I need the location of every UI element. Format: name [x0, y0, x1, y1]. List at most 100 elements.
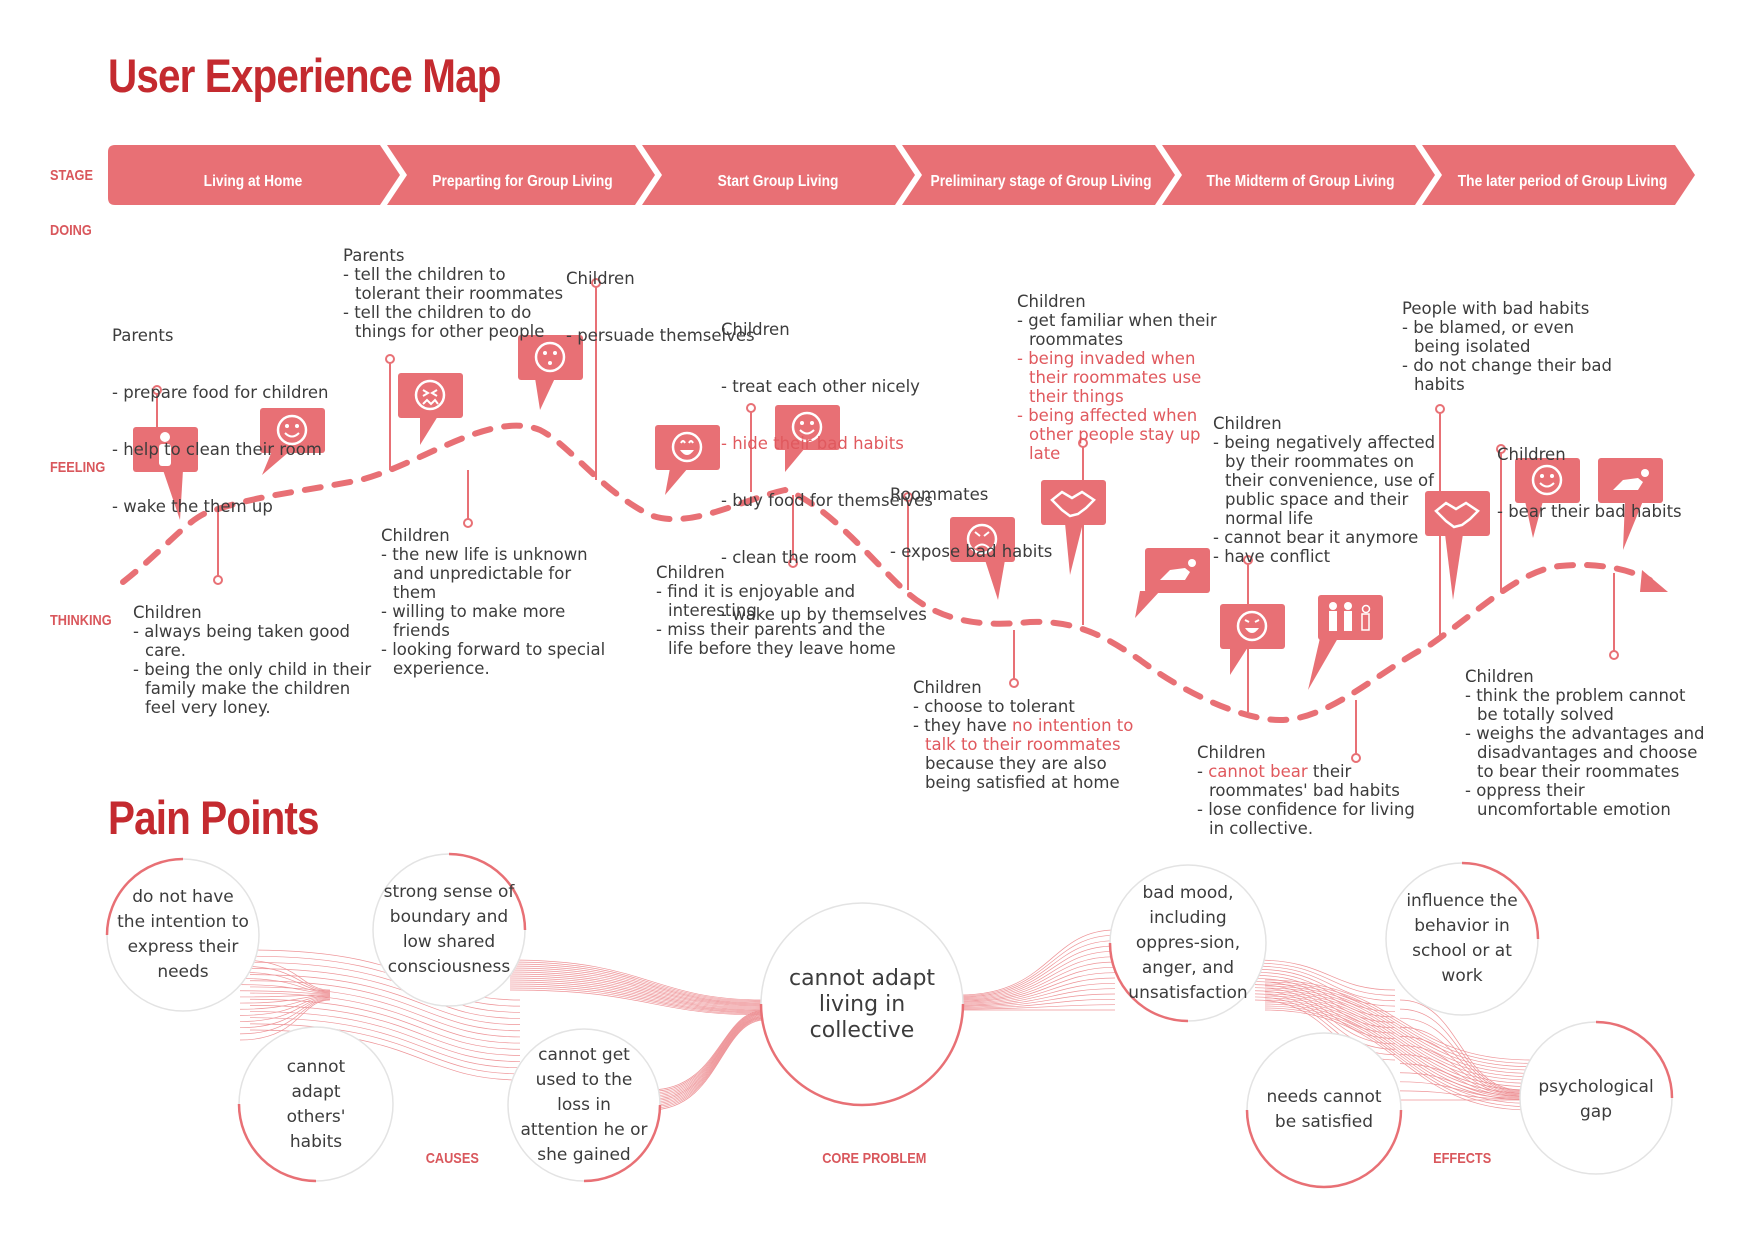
connector-line	[1254, 965, 1396, 1002]
note-item: - get familiar when their roommates	[1017, 311, 1217, 349]
connector-line	[959, 966, 1116, 1003]
note-pre-thinking: Children - choose to tolerant - they hav…	[913, 678, 1153, 792]
connector-line	[249, 1011, 521, 1062]
connector-line	[509, 977, 766, 1010]
connector-line	[509, 971, 766, 1007]
note-head: Parents	[343, 246, 405, 265]
note-item: - do not change their bad habits	[1402, 356, 1612, 394]
connector-line	[1264, 989, 1531, 1078]
laughing-face-icon	[1220, 604, 1285, 675]
row-label-feeling: FEELING	[50, 459, 106, 476]
note-item: - help to clean their room	[112, 440, 322, 459]
stage-label-3: Start Group Living	[717, 173, 839, 190]
stage-chevron-5	[1162, 145, 1435, 205]
note-item: - willing to make more friends	[381, 602, 566, 640]
connector-line	[1264, 981, 1531, 1064]
kneeling-person-icon	[1135, 548, 1210, 618]
connector-line	[1264, 1007, 1531, 1108]
note-item-highlight: - being invaded when their roommates use…	[1017, 349, 1202, 406]
connector-line	[249, 974, 521, 1025]
stage-chevron-1	[108, 145, 400, 205]
note-item: - they have no intention to talk to thei…	[913, 716, 1153, 792]
note-item-highlight: - hide their bad habits	[721, 434, 904, 453]
connector-line	[239, 999, 331, 1041]
connector-line	[1264, 985, 1531, 1071]
connector-line	[249, 1017, 521, 1069]
kneeling-person-icon-2	[1598, 458, 1663, 550]
connector-line	[649, 1010, 766, 1092]
connector-line	[239, 997, 331, 1022]
connector-line	[509, 975, 766, 1009]
connector-line	[239, 990, 331, 995]
curve-arrowhead	[1640, 570, 1668, 592]
note-item: - the new life is unknown and unpredicta…	[381, 545, 588, 602]
connector-line	[959, 998, 1116, 1009]
smile-face-icon-3	[1515, 458, 1580, 538]
connector-line	[1254, 959, 1396, 991]
note-start-doing-2: Children - treat each other nicely - hid…	[721, 282, 933, 662]
note-item: - miss their parents and the life before…	[656, 620, 896, 658]
connector-line	[649, 1015, 766, 1102]
effect-circle-3: needs cannot be satisfied	[1266, 1087, 1382, 1132]
note-item: - bear their bad habits	[1497, 502, 1682, 521]
note-item: - cannot bear it anymore	[1213, 528, 1419, 547]
cause-circle-2: strong sense of boundary and low shared …	[383, 882, 515, 977]
note-head: Children	[913, 678, 982, 697]
note-head: Children	[1017, 292, 1086, 311]
core-problem-circle: cannot adapt living in collective	[788, 966, 936, 1043]
connector-line	[959, 993, 1116, 1008]
pain-points-title: Pain Points	[108, 791, 320, 844]
stage-chevron-6	[1422, 145, 1695, 205]
connector-line	[1264, 999, 1531, 1094]
stage-chevron-2	[387, 145, 655, 205]
connector-line	[509, 979, 766, 1011]
note-head: Children	[133, 603, 202, 622]
note-item-highlight: - being affected when other people stay …	[1017, 406, 1201, 463]
note-head: Roommates	[890, 485, 989, 504]
effect-circle-1: bad mood, including oppres-sion, anger, …	[1128, 882, 1248, 1003]
connector-line	[1399, 1045, 1521, 1095]
note-head: Children	[1213, 414, 1282, 433]
connector-line	[509, 969, 766, 1006]
connector-line	[1399, 1036, 1521, 1094]
connector-line	[239, 978, 331, 993]
emotion-icons	[133, 335, 1663, 690]
connector-line	[1399, 1054, 1521, 1096]
stage-bar	[108, 145, 1695, 205]
note-item: - treat each other nicely	[721, 377, 920, 396]
effect-circle-2: influence the behavior in school or at w…	[1406, 891, 1518, 986]
connector-line	[649, 1018, 766, 1108]
connector-line	[509, 961, 766, 1002]
connector-line	[649, 1011, 766, 1094]
connector-line	[509, 963, 766, 1003]
handshake-icon-2	[1425, 491, 1490, 600]
connector-line	[1399, 1063, 1521, 1097]
person-icon	[133, 427, 198, 520]
connector-line	[649, 1009, 766, 1091]
connector-line	[509, 973, 766, 1008]
angry-face-icon	[950, 517, 1015, 600]
note-item: - always being taken good care.	[133, 622, 351, 660]
pain-point-rings	[105, 852, 1674, 1189]
core-problem-label: CORE PROBLEM	[822, 1150, 927, 1167]
note-start-doing-1: Children - persuade themselves	[566, 231, 755, 383]
cause-circle-1: do not have the intention to express the…	[117, 887, 249, 982]
note-text: because they are also being satisfied at…	[925, 754, 1120, 792]
stage-label-2: Preparting for Group Living	[432, 173, 613, 190]
connector-line	[959, 972, 1116, 1004]
connector-line	[1264, 983, 1531, 1068]
note-item: - have conflict	[1213, 547, 1331, 566]
connector-line	[509, 989, 766, 1016]
pins	[152, 278, 1619, 763]
note-item: - buy food for themselves	[721, 491, 933, 510]
note-head: Children	[1197, 743, 1266, 762]
note-head: Parents	[112, 326, 174, 345]
effects-label: EFFECTS	[1433, 1150, 1492, 1167]
cause-circle-4: cannot get used to the loss in attention…	[520, 1044, 648, 1165]
row-label-doing: DOING	[50, 222, 92, 239]
note-item: - clean the room	[721, 548, 857, 567]
stage-chevron-4	[902, 145, 1175, 205]
note-mid-thinking: Children - cannot bear their roommates' …	[1197, 743, 1432, 838]
connector-line	[649, 1012, 766, 1097]
connector-line	[239, 994, 331, 998]
